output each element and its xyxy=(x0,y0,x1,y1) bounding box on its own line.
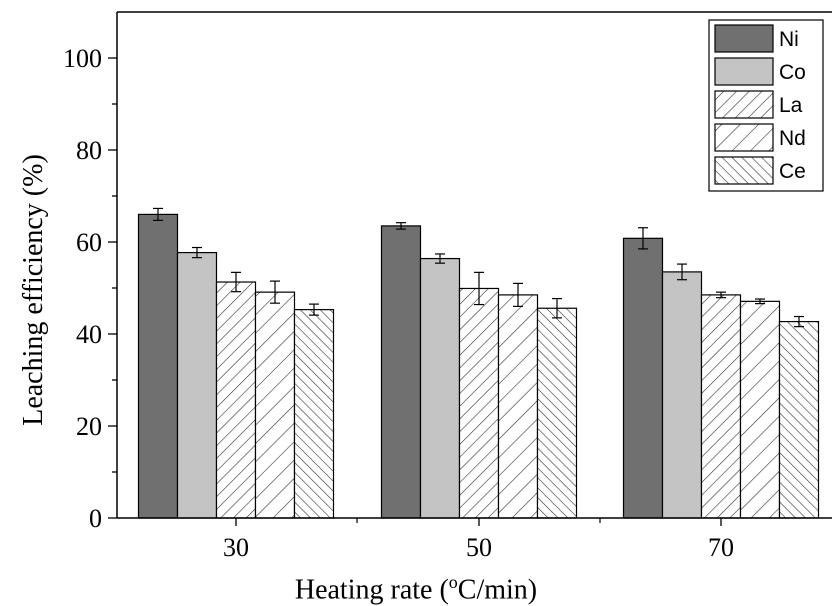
legend-swatch-co xyxy=(714,57,774,86)
bar-la-30 xyxy=(215,281,257,519)
bar-la-70 xyxy=(700,294,742,519)
legend-swatch-ce xyxy=(714,156,774,185)
error-bar-co-30 xyxy=(192,246,202,259)
y-tick-label-40: 40 xyxy=(76,320,102,349)
y-tick-label-60: 60 xyxy=(76,228,102,257)
bar-la-50 xyxy=(458,287,500,519)
y-tick-label-0: 0 xyxy=(89,504,102,533)
legend-label-la: La xyxy=(779,94,803,117)
bar-ce-50 xyxy=(536,307,578,519)
error-bar-la-70 xyxy=(716,291,726,299)
x-axis-label: Heating rate (oC/min) xyxy=(0,572,832,606)
x-axis-label-degree: o xyxy=(448,572,458,592)
bar-ce-70 xyxy=(778,320,820,519)
x-tick-label-70: 70 xyxy=(708,533,734,562)
error-bar-ni-30 xyxy=(153,207,163,221)
error-bar-la-30 xyxy=(231,271,241,293)
bar-nd-50 xyxy=(497,294,539,519)
x-axis-label-suffix: C/min) xyxy=(457,574,538,606)
error-bar-ni-50 xyxy=(396,222,406,230)
bar-co-30 xyxy=(176,251,218,519)
error-bar-ni-70 xyxy=(638,227,648,250)
y-tick-label-80: 80 xyxy=(76,136,102,165)
error-bar-nd-50 xyxy=(513,282,523,307)
legend-label-ce: Ce xyxy=(779,160,806,183)
bar-ni-70 xyxy=(622,237,664,519)
error-bar-co-70 xyxy=(677,263,687,281)
error-bar-ce-30 xyxy=(309,303,319,316)
legend-label-nd: Nd xyxy=(779,127,806,150)
legend-label-ni: Ni xyxy=(779,28,799,51)
error-bar-la-50 xyxy=(474,271,484,306)
legend-swatch-nd xyxy=(714,123,774,152)
legend-swatch-la xyxy=(714,90,774,119)
bar-co-50 xyxy=(419,257,461,519)
bar-ce-30 xyxy=(293,309,335,519)
x-tick-label-50: 50 xyxy=(466,533,492,562)
bar-nd-30 xyxy=(254,291,296,519)
legend-swatch-ni xyxy=(714,24,774,53)
bar-ni-50 xyxy=(380,225,422,519)
error-bar-nd-30 xyxy=(270,280,280,304)
error-bar-nd-70 xyxy=(755,298,765,305)
bar-co-70 xyxy=(661,271,703,519)
x-tick-label-30: 30 xyxy=(223,533,249,562)
x-axis-label-prefix: Heating rate ( xyxy=(294,574,449,606)
y-tick-label-100: 100 xyxy=(63,44,102,73)
error-bar-co-50 xyxy=(435,253,445,264)
y-tick-label-20: 20 xyxy=(76,412,102,441)
error-bar-ce-50 xyxy=(552,297,562,319)
bar-ni-30 xyxy=(137,213,179,519)
y-axis-label: Leaching efficiency (%) xyxy=(18,154,49,426)
legend-label-co: Co xyxy=(779,61,806,84)
bar-nd-70 xyxy=(739,300,781,519)
error-bar-ce-70 xyxy=(794,315,804,328)
